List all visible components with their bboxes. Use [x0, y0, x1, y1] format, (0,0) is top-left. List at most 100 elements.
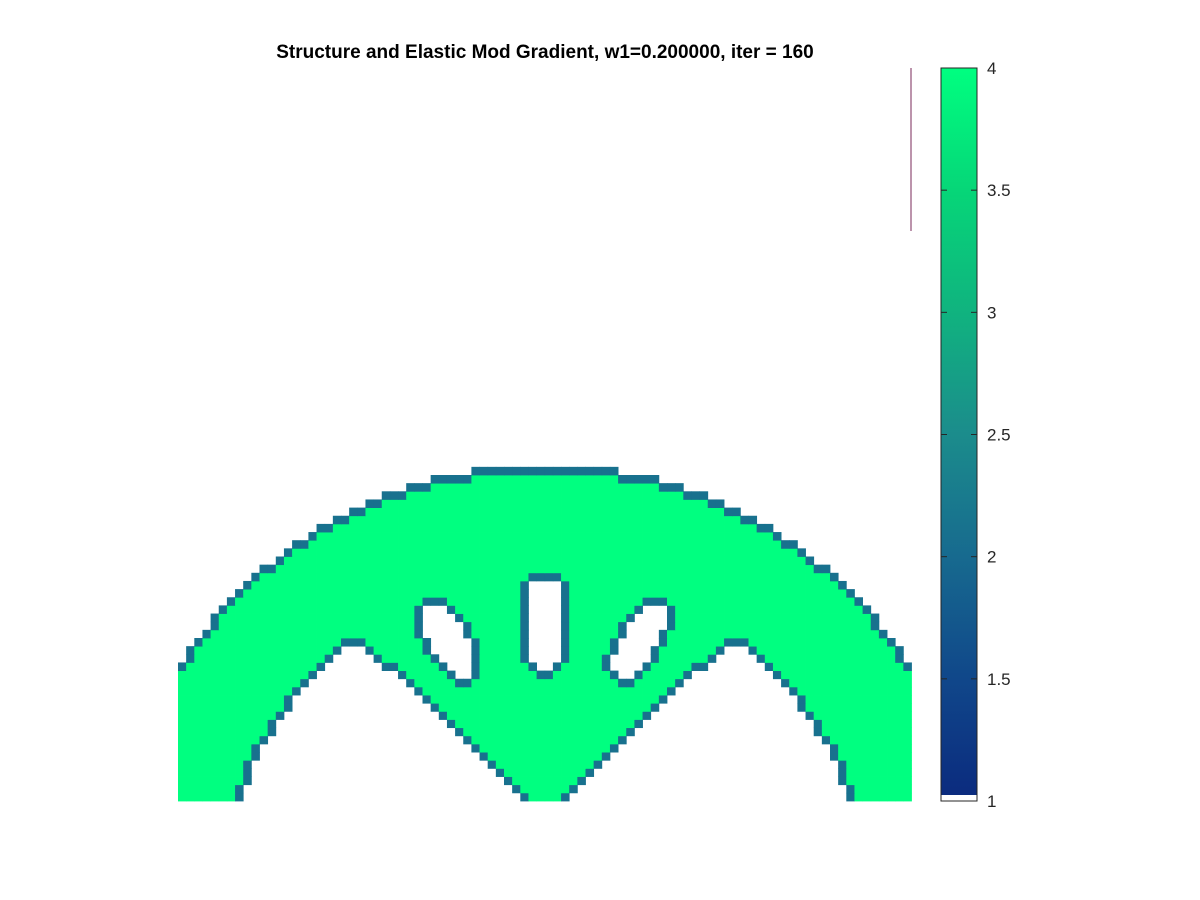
- heatmap-cell-solid: [683, 523, 692, 533]
- heatmap-cell-boundary: [520, 597, 529, 606]
- heatmap-cell-boundary: [251, 752, 260, 761]
- heatmap-cell-solid: [243, 752, 252, 761]
- heatmap-cell-solid: [577, 580, 586, 590]
- heatmap-cell-solid: [813, 686, 823, 696]
- heatmap-cell-solid: [479, 491, 489, 500]
- heatmap-cell-solid: [585, 580, 595, 590]
- heatmap-cell-solid: [504, 760, 513, 769]
- heatmap-cell-solid: [878, 662, 888, 671]
- heatmap-cell-solid: [455, 686, 464, 696]
- heatmap-cell-solid: [455, 483, 464, 492]
- heatmap-cell-solid: [813, 711, 823, 720]
- heatmap-cell-solid: [887, 719, 896, 729]
- heatmap-cell-solid: [438, 532, 448, 541]
- heatmap-cell-solid: [389, 605, 399, 614]
- heatmap-cell-solid: [308, 548, 317, 557]
- heatmap-cell-solid: [756, 580, 766, 590]
- heatmap-cell-solid: [479, 499, 489, 508]
- heatmap-cell-solid: [275, 605, 285, 614]
- heatmap-cell-solid: [479, 589, 489, 598]
- heatmap-cell-solid: [365, 507, 374, 517]
- heatmap-cell-solid: [512, 670, 521, 680]
- heatmap-cell-solid: [683, 621, 692, 631]
- heatmap-cell-boundary: [577, 466, 586, 476]
- heatmap-cell-boundary: [430, 475, 440, 484]
- heatmap-cell-solid: [878, 768, 888, 777]
- heatmap-cell-solid: [430, 540, 440, 549]
- heatmap-cell-solid: [821, 597, 831, 606]
- heatmap-cell-boundary: [283, 695, 293, 704]
- heatmap-cell-solid: [601, 638, 611, 647]
- heatmap-cell-solid: [667, 499, 676, 508]
- heatmap-cell-solid: [618, 605, 627, 614]
- heatmap-cell-boundary: [658, 597, 668, 606]
- heatmap-cell-solid: [552, 475, 562, 484]
- heatmap-cell-boundary: [520, 792, 529, 802]
- heatmap-cell-solid: [455, 548, 464, 557]
- heatmap-cell-solid: [552, 564, 562, 574]
- heatmap-cell-solid: [512, 589, 521, 598]
- heatmap-cell-solid: [724, 613, 733, 623]
- heatmap-cell-solid: [764, 532, 774, 541]
- heatmap-cell-solid: [202, 719, 211, 729]
- heatmap-cell-solid: [267, 589, 277, 598]
- heatmap-cell-solid: [805, 621, 815, 631]
- heatmap-cell-solid: [251, 597, 260, 606]
- heatmap-cell-solid: [593, 572, 603, 582]
- heatmap-cell-solid: [805, 605, 815, 614]
- heatmap-cell-solid: [854, 711, 863, 720]
- heatmap-cell-solid: [797, 613, 806, 623]
- heatmap-cell-solid: [430, 556, 440, 566]
- heatmap-cell-solid: [715, 605, 725, 614]
- heatmap-cell-solid: [601, 678, 611, 688]
- heatmap-cell-solid: [585, 654, 595, 663]
- heatmap-cell-solid: [324, 629, 334, 639]
- heatmap-cell-solid: [210, 703, 220, 712]
- heatmap-cell-solid: [349, 523, 358, 533]
- heatmap-cell-solid: [398, 556, 407, 566]
- heatmap-cell-solid: [446, 564, 456, 574]
- heatmap-cell-solid: [487, 735, 497, 745]
- heatmap-cell-solid: [512, 776, 521, 786]
- heatmap-cell-solid: [414, 548, 423, 557]
- heatmap-cell-solid: [838, 695, 847, 704]
- heatmap-cell-solid: [275, 638, 285, 647]
- heatmap-cell-boundary: [300, 678, 309, 688]
- heatmap-cell-solid: [650, 580, 660, 590]
- heatmap-cell-solid: [683, 540, 692, 549]
- heatmap-cell-solid: [821, 646, 831, 655]
- heatmap-cell-solid: [691, 597, 700, 606]
- heatmap-cell-solid: [406, 532, 415, 541]
- heatmap-cell-solid: [446, 507, 456, 517]
- heatmap-cell-solid: [389, 572, 399, 582]
- heatmap-cell-solid: [520, 548, 529, 557]
- heatmap-cell-solid: [577, 515, 586, 525]
- heatmap-cell-boundary: [838, 768, 847, 777]
- heatmap-cell-solid: [414, 556, 423, 566]
- heatmap-cell-solid: [283, 638, 293, 647]
- heatmap-cell-solid: [463, 597, 472, 606]
- heatmap-cell-solid: [365, 589, 374, 598]
- heatmap-cell-solid: [634, 515, 643, 525]
- heatmap-cell-boundary: [552, 662, 562, 671]
- heatmap-cell-solid: [577, 572, 586, 582]
- heatmap-cell-solid: [781, 662, 790, 671]
- heatmap-cell-boundary: [887, 638, 896, 647]
- heatmap-cell-solid: [878, 670, 888, 680]
- heatmap-cell-solid: [495, 703, 505, 712]
- heatmap-cell-solid: [504, 646, 513, 655]
- heatmap-cell-solid: [520, 743, 529, 753]
- heatmap-cell-boundary: [463, 735, 472, 745]
- heatmap-cell-solid: [552, 491, 562, 500]
- heatmap-cell-solid: [895, 678, 904, 688]
- heatmap-cell-boundary: [243, 776, 252, 786]
- heatmap-cell-solid: [300, 572, 309, 582]
- heatmap-cell-boundary: [658, 483, 668, 492]
- heatmap-cell-boundary: [446, 719, 456, 729]
- heatmap-cell-solid: [487, 719, 497, 729]
- heatmap-cell-solid: [324, 556, 334, 566]
- heatmap-cell-solid: [870, 719, 880, 729]
- heatmap-cell-solid: [267, 629, 277, 639]
- heatmap-cell-boundary: [699, 491, 709, 500]
- heatmap-cell-solid: [732, 556, 741, 566]
